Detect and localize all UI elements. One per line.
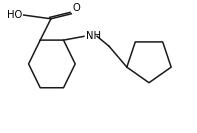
Text: HO: HO [7, 10, 22, 20]
Text: O: O [72, 3, 80, 13]
Text: NH: NH [86, 31, 101, 41]
